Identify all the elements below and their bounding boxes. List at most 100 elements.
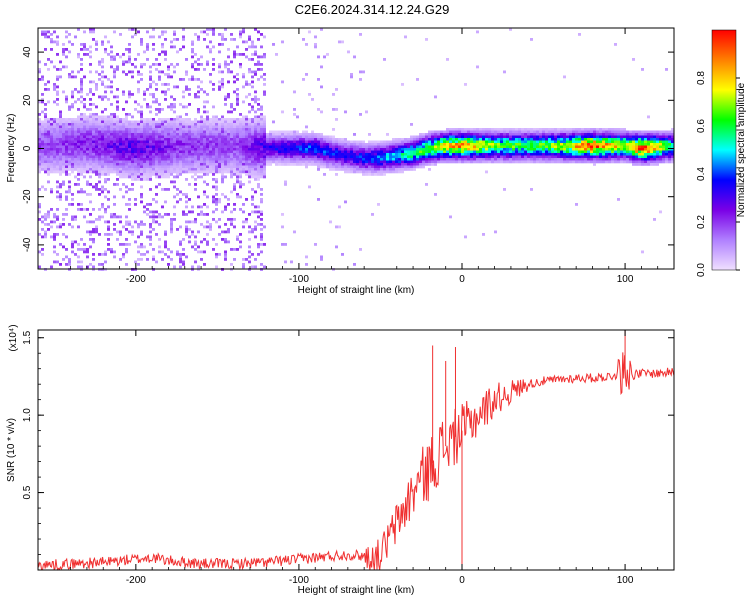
spectrogram-cell <box>407 138 410 141</box>
spectrogram-cell <box>449 143 452 146</box>
spectrogram-cell <box>647 153 650 156</box>
spectrogram-cell <box>98 253 101 256</box>
spectrogram-cell <box>71 145 74 149</box>
spectrogram-cell <box>80 85 83 89</box>
spectrogram-cell <box>77 108 80 111</box>
spectrogram-cell <box>209 148 212 151</box>
spectrogram-cell <box>416 150 419 154</box>
spectrogram-cell <box>185 225 188 229</box>
spectrogram-cell <box>368 153 371 156</box>
spectrogram-cell <box>74 175 77 179</box>
spectrogram-cell <box>95 145 98 149</box>
spectrogram-cell <box>485 150 488 154</box>
spectrogram-cell <box>242 158 245 161</box>
spectrogram-cell <box>311 148 314 151</box>
spectrogram-cell <box>236 53 239 56</box>
spectrogram-cell <box>125 250 128 254</box>
spectrogram-cell <box>92 163 95 166</box>
spectrogram-cell <box>83 150 86 154</box>
spectrogram-cell <box>83 120 86 124</box>
spectrogram-cell <box>107 53 110 56</box>
spectrogram-cell <box>233 158 236 161</box>
spectrogram-cell <box>596 148 599 151</box>
spectrogram-cell <box>461 128 464 131</box>
spectrogram-cell <box>596 130 599 134</box>
spectrogram-cell <box>242 203 245 206</box>
spectrogram-cell <box>647 130 650 134</box>
spectrogram-cell <box>560 138 563 141</box>
spectrogram-cell <box>80 100 83 104</box>
spectrogram-cell <box>146 213 149 216</box>
spectrogram-cell <box>92 155 95 159</box>
spectrogram-cell <box>170 228 173 231</box>
spectrogram-cell <box>335 225 338 229</box>
spectrogram-cell <box>635 143 638 146</box>
spectrogram-cell <box>74 125 77 129</box>
spectrogram-cell <box>89 113 92 116</box>
spectrogram-cell <box>146 118 149 121</box>
spectrogram-cell <box>248 35 251 39</box>
spectrogram-cell <box>452 150 455 154</box>
spectrogram-cell <box>290 148 293 151</box>
spectrogram-cell <box>341 148 344 151</box>
spectrogram-cell <box>80 158 83 161</box>
spectrogram-cell <box>125 145 128 149</box>
spectrogram-cell <box>260 218 263 221</box>
spectrogram-cell <box>116 155 119 159</box>
spectrogram-cell <box>425 183 428 186</box>
spectrogram-cell <box>221 193 224 196</box>
spectrogram-cell <box>134 170 137 174</box>
spectrogram-cell <box>239 123 242 126</box>
spectrogram-cell <box>545 148 548 151</box>
spectrogram-cell <box>404 140 407 144</box>
spectrogram-cell <box>431 138 434 141</box>
spectrogram-cell <box>470 150 473 154</box>
spectrogram-cell <box>266 135 269 139</box>
spectrogram-cell <box>512 140 515 144</box>
spectrogram-cell <box>41 155 44 159</box>
spectrogram-cell <box>254 220 257 224</box>
spectrogram-cell <box>329 143 332 146</box>
spectrogram-cell <box>509 148 512 151</box>
spectrogram-cell <box>326 140 329 144</box>
spectrogram-cell <box>182 148 185 151</box>
spectrogram-cell <box>374 163 377 166</box>
spectrogram-cell <box>662 155 665 159</box>
spectrogram-cell <box>62 65 65 69</box>
spectrogram-cell <box>140 115 143 119</box>
spectrogram-cell <box>530 145 533 149</box>
spectrogram-cell <box>95 125 98 129</box>
spectrogram-cell <box>119 140 122 144</box>
spectrogram-cell <box>164 93 167 96</box>
spectrogram-cell <box>197 90 200 94</box>
spectrogram-cell <box>197 125 200 129</box>
spectrogram-cell <box>257 68 260 71</box>
spectrogram-cell <box>365 160 368 164</box>
spectrogram-cell <box>140 145 143 149</box>
spectrogram-cell <box>137 225 140 229</box>
spectrogram-cell <box>494 150 497 154</box>
spectrogram-cell <box>239 65 242 69</box>
spectrogram-cell <box>257 38 260 41</box>
spectrogram-cell <box>656 140 659 144</box>
spectrogram-cell <box>419 143 422 146</box>
spectrogram-cell <box>164 120 167 124</box>
spectrogram-cell <box>47 135 50 139</box>
spectrogram-cell <box>146 175 149 179</box>
spectrogram-cell <box>89 63 92 66</box>
spectrogram-cell <box>158 238 161 241</box>
spectrogram-cell <box>662 135 665 139</box>
spectrogram-cell <box>74 158 77 161</box>
spectrogram-cell <box>185 228 188 231</box>
spectrogram-cell <box>593 140 596 144</box>
spectrogram-cell <box>326 53 329 56</box>
spectrogram-cell <box>548 155 551 159</box>
spectrogram-cell <box>584 138 587 141</box>
spectrogram-cell <box>527 155 530 159</box>
spectrogram-cell <box>194 153 197 156</box>
spectrogram-cell <box>209 160 212 164</box>
spectrogram-cell <box>146 150 149 154</box>
spectrogram-cell <box>377 145 380 149</box>
spectrogram-cell <box>185 230 188 234</box>
spectrogram-cell <box>110 165 113 169</box>
